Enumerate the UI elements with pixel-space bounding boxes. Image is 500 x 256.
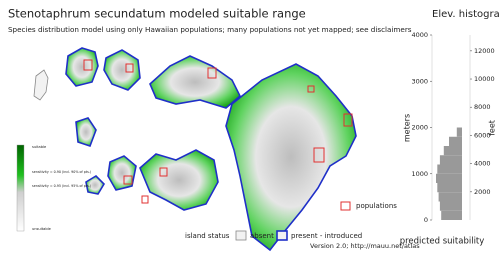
population-box [307, 85, 315, 93]
population-box [207, 67, 217, 79]
colorbar-bottom: unsuitable [32, 227, 52, 231]
y2-tick-label: 2000 [474, 188, 491, 196]
legend-title: island status [185, 232, 230, 240]
population-box [125, 63, 134, 73]
legend-absent: absent [250, 232, 274, 240]
population-box [313, 147, 325, 163]
populations [83, 59, 353, 204]
y-tick-label: 1000 [411, 170, 428, 178]
legend-present-key [276, 230, 288, 241]
histogram-bar [437, 164, 462, 174]
histogram-bar [456, 127, 462, 137]
population-box [159, 167, 168, 177]
y-tick-label: 4000 [411, 31, 428, 39]
colorbar [16, 144, 25, 232]
island-lanai [107, 155, 137, 191]
island-small [75, 117, 97, 148]
island-hawaii [225, 63, 357, 252]
y2-tick-label: 8000 [474, 103, 491, 111]
y-tick-label: 3000 [411, 77, 428, 85]
legend-absent-key [235, 230, 247, 241]
y-tick-label: 0 [424, 216, 428, 224]
y2-tick-label: 4000 [474, 160, 491, 168]
islands [33, 47, 357, 252]
population-box [343, 113, 353, 127]
version: Version 2.0; http://mauu.net/atlas [310, 242, 420, 250]
histogram-bar [439, 155, 462, 165]
legend-population-key [340, 201, 351, 211]
legend-populations: populations [356, 202, 397, 210]
island-kauai [65, 47, 99, 87]
colorbar-note: sensitivity = 0.90 (incl. 90% of pts.) [32, 170, 91, 174]
colorbar-note: sensitivity = 0.95 (incl. 95% of pts.) [32, 184, 91, 188]
title: Stenotaphrum secundatum modeled suitable… [8, 7, 306, 21]
x-axis-label: predicted suitability [400, 237, 485, 247]
island-molokai [149, 55, 241, 109]
colorbar-top: suitable [32, 145, 47, 149]
histogram-bar [439, 201, 462, 211]
y-tick-label: 2000 [411, 124, 428, 132]
island-oahu [103, 49, 141, 91]
histogram-bar [436, 173, 462, 183]
island-niihau [33, 69, 49, 101]
histogram-title: Elev. histogram [432, 9, 500, 20]
y2-tick-label: 6000 [474, 131, 491, 139]
island-kahoolawe [85, 174, 106, 195]
legend-present: present - introduced [291, 232, 362, 240]
histogram-bar [437, 183, 462, 193]
histogram-bar [443, 146, 462, 156]
histogram-bar [441, 210, 462, 220]
population-box [83, 59, 93, 71]
y2-axis-label: feet [488, 120, 497, 136]
population-box [123, 175, 133, 185]
subtitle: Species distribution model using only Ha… [8, 25, 412, 34]
histogram-bar [438, 192, 462, 202]
y2-tick-label: 10000 [474, 75, 495, 83]
population-box [141, 195, 149, 204]
histogram-bar [449, 136, 462, 146]
island-maui [139, 149, 219, 211]
y-axis-label: meters [403, 114, 412, 142]
y2-tick-label: 12000 [474, 47, 495, 55]
